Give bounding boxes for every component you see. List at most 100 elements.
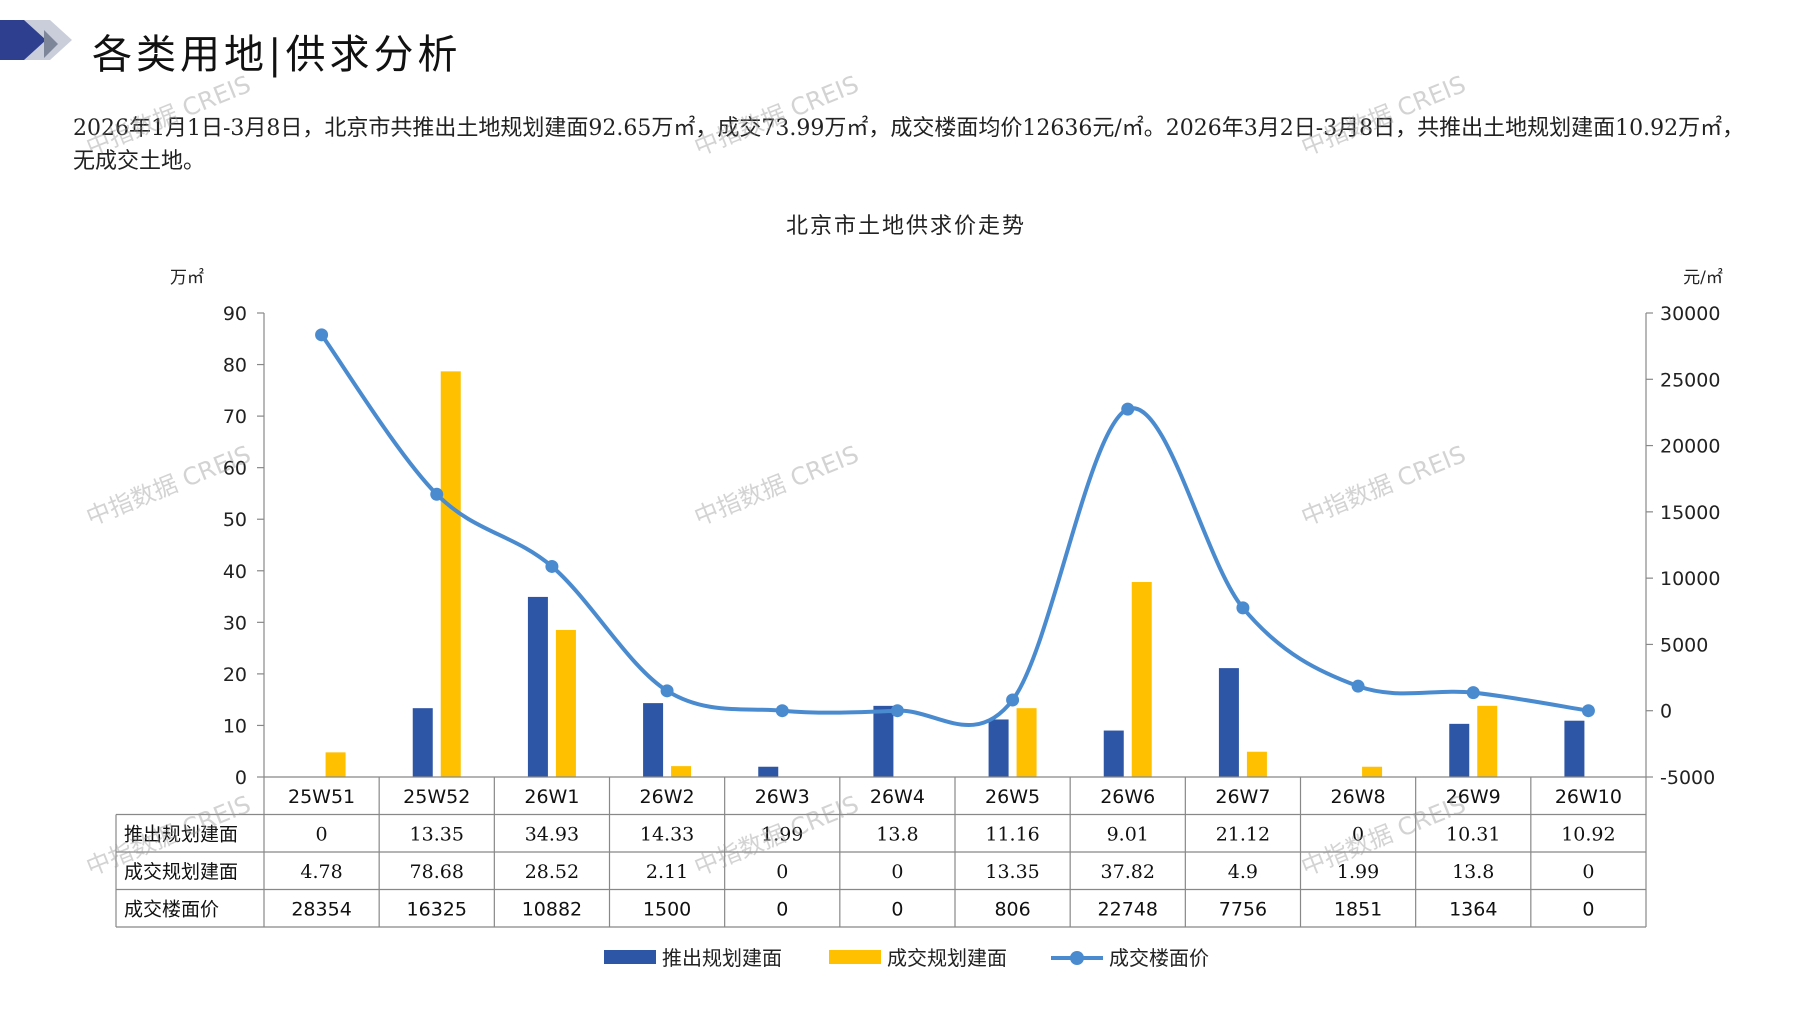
table-cell: 21.12 xyxy=(1216,823,1270,845)
right-tick-label: 10000 xyxy=(1660,568,1720,590)
table-cell: 10.92 xyxy=(1561,823,1615,845)
left-tick-label: 50 xyxy=(223,509,247,531)
logo-icon xyxy=(0,20,72,60)
table-row-header: 推出规划建面 xyxy=(124,823,238,845)
price-point xyxy=(430,487,444,501)
table-cell: 13.8 xyxy=(1452,861,1494,883)
left-tick-label: 80 xyxy=(223,355,247,377)
table-cell: 1.99 xyxy=(1337,861,1379,883)
price-point xyxy=(1351,679,1365,693)
right-tick-label: 5000 xyxy=(1660,634,1708,656)
price-point xyxy=(1006,693,1020,707)
supply-bar xyxy=(1449,723,1470,777)
deal-bar xyxy=(1131,582,1152,777)
left-tick-label: 40 xyxy=(223,561,247,583)
supply-bar xyxy=(1218,668,1239,777)
price-point xyxy=(315,328,329,342)
table-cell: 34.93 xyxy=(525,823,579,845)
left-tick-label: 60 xyxy=(223,458,247,480)
table-cell: 28354 xyxy=(291,898,351,920)
deal-bar xyxy=(1362,766,1383,777)
table-cell: 37.82 xyxy=(1101,861,1155,883)
left-tick-label: 10 xyxy=(223,715,247,737)
left-tick-label: 90 xyxy=(223,303,247,325)
category-label: 26W7 xyxy=(1215,786,1270,808)
table-cell: 0 xyxy=(891,861,903,883)
legend-swatch xyxy=(604,950,656,964)
table-cell: 10882 xyxy=(522,898,582,920)
right-tick-label: 30000 xyxy=(1660,303,1720,325)
legend-marker xyxy=(1070,951,1084,965)
category-label: 26W5 xyxy=(985,786,1040,808)
table-cell: 13.35 xyxy=(410,823,464,845)
table-cell: 1.99 xyxy=(761,823,803,845)
supply-bar xyxy=(1564,720,1585,777)
category-label: 26W8 xyxy=(1331,786,1386,808)
table-cell: 4.78 xyxy=(300,861,342,883)
right-tick-label: 0 xyxy=(1660,701,1672,723)
price-point xyxy=(775,704,789,718)
table-cell: 1851 xyxy=(1334,898,1382,920)
table-cell: 0 xyxy=(316,823,328,845)
category-label: 26W1 xyxy=(524,786,579,808)
left-tick-label: 0 xyxy=(235,767,247,789)
table-cell: 1364 xyxy=(1449,898,1497,920)
right-tick-label: -5000 xyxy=(1660,767,1715,789)
table-cell: 11.16 xyxy=(985,823,1039,845)
price-point xyxy=(890,704,904,718)
table-cell: 13.35 xyxy=(985,861,1039,883)
table-cell: 0 xyxy=(1352,823,1364,845)
category-label: 26W10 xyxy=(1555,786,1622,808)
right-tick-label: 25000 xyxy=(1660,369,1720,391)
table-cell: 7756 xyxy=(1219,898,1267,920)
supply-bar xyxy=(643,703,664,777)
chart-title: 北京市土地供求价走势 xyxy=(786,214,1026,239)
category-label: 26W2 xyxy=(640,786,695,808)
table-cell: 22748 xyxy=(1098,898,1158,920)
price-line xyxy=(319,333,1589,728)
table-cell: 0 xyxy=(776,861,788,883)
left-tick-label: 20 xyxy=(223,664,247,686)
supply-bar xyxy=(873,705,894,777)
table-cell: 0 xyxy=(891,898,903,920)
deal-bar xyxy=(325,752,346,777)
table-cell: 4.9 xyxy=(1228,861,1258,883)
category-label: 26W6 xyxy=(1100,786,1155,808)
deal-bar xyxy=(1246,751,1267,777)
price-point xyxy=(1466,686,1480,700)
left-tick-label: 30 xyxy=(223,612,247,634)
table-cell: 9.01 xyxy=(1107,823,1149,845)
price-point xyxy=(1581,704,1595,718)
supply-bar xyxy=(758,766,779,777)
table-cell: 14.33 xyxy=(640,823,694,845)
table-cell: 28.52 xyxy=(525,861,579,883)
supply-bar xyxy=(1103,730,1124,777)
deal-bar xyxy=(1016,708,1037,777)
table-cell: 0 xyxy=(776,898,788,920)
supply-bar xyxy=(412,708,433,777)
left-axis-unit: 万㎡ xyxy=(170,268,204,288)
price-point xyxy=(1236,601,1250,615)
page-title: 各类用地|供求分析 xyxy=(92,32,462,78)
price-point xyxy=(545,559,559,573)
table-cell: 0 xyxy=(1582,861,1594,883)
deal-bar xyxy=(1477,705,1498,777)
deal-bar xyxy=(440,371,461,777)
legend-label: 成交楼面价 xyxy=(1109,946,1209,970)
table-cell: 2.11 xyxy=(646,861,688,883)
right-tick-label: 15000 xyxy=(1660,502,1720,524)
table-cell: 0 xyxy=(1582,898,1594,920)
legend-label: 推出规划建面 xyxy=(662,946,782,970)
left-tick-label: 70 xyxy=(223,406,247,428)
page-header: 各类用地|供求分析 xyxy=(0,20,1797,80)
table-cell: 1500 xyxy=(643,898,691,920)
table-cell: 78.68 xyxy=(410,861,464,883)
table-cell: 13.8 xyxy=(876,823,918,845)
supply-bar xyxy=(988,719,1009,777)
table-row-header: 成交楼面价 xyxy=(124,898,219,920)
category-label: 25W52 xyxy=(403,786,470,808)
table-cell: 806 xyxy=(994,898,1030,920)
category-label: 26W3 xyxy=(755,786,810,808)
legend-label: 成交规划建面 xyxy=(887,946,1007,970)
